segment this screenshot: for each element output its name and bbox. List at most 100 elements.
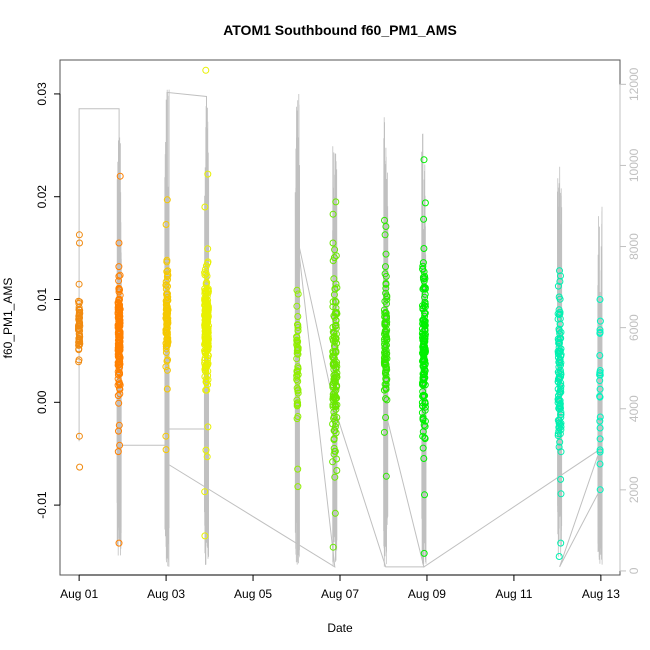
data-point	[557, 408, 565, 416]
y-tick-label: 0.01	[35, 288, 49, 312]
data-point	[201, 266, 209, 273]
data-point	[383, 336, 391, 344]
data-point	[421, 285, 429, 293]
data-point	[596, 352, 604, 359]
data-point	[421, 434, 429, 442]
data-point	[556, 308, 564, 316]
data-point	[330, 413, 338, 420]
data-point	[75, 358, 83, 366]
data-point	[201, 339, 209, 346]
data-point	[420, 156, 428, 164]
data-point	[114, 448, 122, 456]
data-point	[382, 284, 390, 292]
y2-tick-label: 10000	[627, 148, 641, 182]
data-point	[557, 539, 565, 547]
data-point	[596, 417, 604, 425]
data-point	[420, 380, 427, 388]
y-tick-label: 0.03	[35, 82, 49, 106]
data-point	[75, 303, 83, 311]
data-point	[114, 322, 122, 330]
data-point	[163, 331, 171, 339]
data-point	[420, 455, 428, 462]
data-point	[293, 337, 301, 345]
data-point	[293, 333, 301, 341]
data-point	[76, 463, 84, 471]
spike-trace-7	[557, 166, 563, 557]
data-point	[332, 297, 339, 305]
data-point	[420, 245, 428, 252]
data-point	[164, 338, 172, 346]
data-point	[557, 345, 565, 353]
y-tick-label: 0.00	[35, 390, 49, 414]
data-point	[293, 376, 301, 384]
data-point	[293, 415, 301, 423]
data-point	[115, 399, 123, 407]
data-point	[420, 549, 428, 557]
data-point	[114, 392, 122, 400]
data-point	[115, 539, 123, 547]
data-point	[331, 509, 339, 517]
data-point	[162, 281, 170, 289]
y-axis: -0.01 0.00 0.01 0.02 0.03	[35, 82, 61, 519]
data-point	[162, 297, 170, 305]
data-point	[329, 210, 337, 218]
data-point	[596, 460, 604, 468]
data-point	[555, 427, 563, 435]
data-point	[76, 239, 83, 247]
data-point	[204, 360, 212, 368]
data-point	[163, 335, 171, 343]
spike-trace-6	[421, 133, 427, 566]
data-point	[293, 372, 301, 379]
data-point	[554, 282, 562, 290]
data-point	[163, 196, 171, 204]
data-point	[556, 438, 564, 446]
data-point	[115, 319, 123, 326]
data-point	[383, 296, 391, 303]
data-point	[204, 245, 212, 253]
data-point	[294, 387, 302, 395]
data-point	[330, 342, 338, 350]
data-point	[421, 275, 429, 282]
data-point	[115, 352, 123, 360]
data-point	[421, 303, 429, 311]
data-point	[382, 356, 389, 363]
data-point	[418, 325, 426, 333]
data-point	[381, 270, 389, 278]
data-point	[419, 356, 427, 364]
data-point	[421, 422, 429, 430]
data-point	[76, 340, 84, 348]
spike-trace-8	[597, 206, 603, 565]
data-point	[421, 342, 428, 350]
x-tick-label: Aug 07	[321, 587, 359, 601]
data-point	[557, 272, 564, 280]
data-point	[163, 366, 171, 374]
data-point	[557, 475, 565, 483]
data-point	[294, 346, 302, 354]
data-point	[329, 349, 337, 357]
data-point	[293, 355, 301, 363]
data-point	[419, 316, 427, 324]
y-tick-label: 0.02	[35, 185, 49, 209]
data-point	[332, 252, 340, 260]
data-point	[382, 250, 390, 258]
data-point	[162, 349, 170, 356]
y-tick-label: -0.01	[35, 491, 49, 519]
data-point	[421, 491, 428, 499]
data-point	[382, 223, 390, 230]
data-point	[420, 366, 428, 374]
data-point	[329, 360, 337, 368]
data-point	[332, 322, 340, 330]
spike-trace-3	[294, 93, 300, 565]
x-axis: Aug 01 Aug 03 Aug 05 Aug 07 Aug 09 Aug 11 Aug …	[60, 574, 620, 601]
y2-tick-label: 2000	[627, 476, 641, 503]
data-point	[596, 377, 604, 385]
trace-connector	[78, 91, 601, 568]
data-point	[294, 399, 302, 407]
data-point	[382, 384, 390, 392]
data-point	[163, 294, 171, 302]
data-point	[596, 326, 604, 334]
data-point	[420, 338, 428, 346]
data-point	[294, 321, 302, 329]
data-point	[382, 395, 390, 403]
